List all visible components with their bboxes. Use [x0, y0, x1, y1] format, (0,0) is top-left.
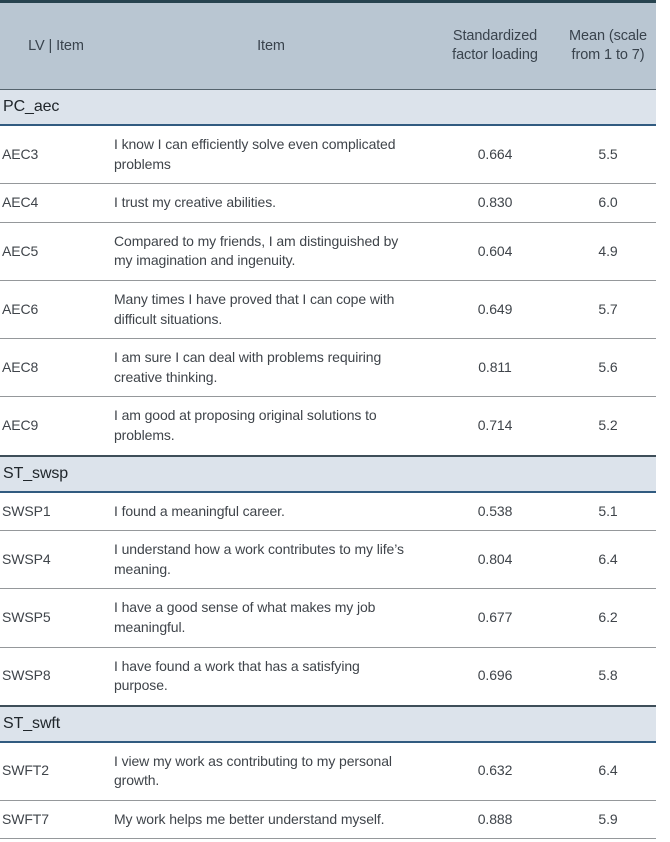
- lv-cell: AEC8: [0, 338, 112, 398]
- section-row-st-swft: ST_swft: [0, 704, 656, 743]
- column-header-loading: Standardized factor loading: [430, 1, 560, 90]
- item-text-cell: I have a good sense of what makes my job…: [112, 588, 430, 648]
- item-text-cell: My work helps me better understand mysel…: [112, 800, 430, 840]
- item-text-cell: I am sure I can deal with problems requi…: [112, 338, 430, 398]
- section-label: ST_swft: [0, 704, 656, 743]
- table-row: SWSP4 I understand how a work contribute…: [0, 530, 656, 590]
- lv-cell: SWFT2: [0, 741, 112, 801]
- table-row: SWSP1 I found a meaningful career. 0.538…: [0, 491, 656, 532]
- mean-cell: 6.4: [560, 741, 656, 801]
- section-row-st-swsp: ST_swsp: [0, 454, 656, 493]
- lv-cell: AEC5: [0, 222, 112, 281]
- item-text-cell: Compared to my friends, I am distinguish…: [112, 222, 430, 281]
- item-text-cell: I am good at proposing original solution…: [112, 396, 430, 457]
- table-row: AEC3 I know I can efficiently solve even…: [0, 125, 656, 185]
- lv-cell: AEC4: [0, 183, 112, 223]
- item-text-cell: Many times I have proved that I can cope…: [112, 280, 430, 340]
- mean-cell: 6.0: [560, 183, 656, 223]
- column-header-mean: Mean (scale from 1 to 7): [560, 1, 656, 90]
- loading-cell: 0.632: [430, 741, 560, 801]
- table-row: SWFT7 My work helps me better understand…: [0, 800, 656, 840]
- loading-cell: 0.604: [430, 222, 560, 281]
- loading-cell: 0.803: [430, 838, 560, 842]
- section-row-pc-aec: PC_aec: [0, 89, 656, 126]
- mean-cell: 5.5: [560, 125, 656, 185]
- loading-cell: 0.888: [430, 800, 560, 840]
- mean-cell: 5.7: [560, 280, 656, 340]
- lv-cell: SWFT7: [0, 800, 112, 840]
- table-row: AEC6 Many times I have proved that I can…: [0, 280, 656, 340]
- lv-cell: AEC9: [0, 396, 112, 457]
- loading-cell: 0.714: [430, 396, 560, 457]
- item-text-cell: My work helps me make sense of the world…: [112, 838, 430, 842]
- lv-cell: SWSP4: [0, 530, 112, 590]
- mean-cell: 5.8: [560, 838, 656, 842]
- header-row: LV | Item Item Standardized factor loadi…: [0, 1, 656, 90]
- table-row: AEC5 Compared to my friends, I am distin…: [0, 222, 656, 281]
- loading-cell: 0.538: [430, 491, 560, 532]
- item-text-cell: I understand how a work contributes to m…: [112, 530, 430, 590]
- mean-cell: 4.9: [560, 222, 656, 281]
- mean-cell: 5.6: [560, 338, 656, 398]
- item-text-cell: I trust my creative abilities.: [112, 183, 430, 223]
- table-row: AEC8 I am sure I can deal with problems …: [0, 338, 656, 398]
- measurement-model-table: LV | Item Item Standardized factor loadi…: [0, 0, 656, 842]
- table-row: SWFT2 I view my work as contributing to …: [0, 741, 656, 801]
- loading-cell: 0.830: [430, 183, 560, 223]
- table-row: SWSP5 I have a good sense of what makes …: [0, 588, 656, 648]
- mean-cell: 5.9: [560, 800, 656, 840]
- table-header: LV | Item Item Standardized factor loadi…: [0, 1, 656, 90]
- loading-cell: 0.677: [430, 588, 560, 648]
- mean-cell: 6.2: [560, 588, 656, 648]
- lv-cell: SWSP5: [0, 588, 112, 648]
- loading-cell: 0.804: [430, 530, 560, 590]
- section-label: ST_swsp: [0, 454, 656, 493]
- item-text-cell: I know I can efficiently solve even comp…: [112, 125, 430, 185]
- loading-cell: 0.649: [430, 280, 560, 340]
- section-label: PC_aec: [0, 89, 656, 126]
- lv-cell: SWSP1: [0, 491, 112, 532]
- column-header-item: Item: [112, 1, 430, 90]
- mean-cell: 5.8: [560, 647, 656, 707]
- lv-cell: AEC6: [0, 280, 112, 340]
- item-text-cell: I found a meaningful career.: [112, 491, 430, 532]
- lv-cell: SWFT9: [0, 838, 112, 842]
- item-text-cell: I have found a work that has a satisfyin…: [112, 647, 430, 707]
- table-row: AEC4 I trust my creative abilities. 0.83…: [0, 183, 656, 223]
- mean-cell: 5.1: [560, 491, 656, 532]
- item-text-cell: I view my work as contributing to my per…: [112, 741, 430, 801]
- mean-cell: 5.2: [560, 396, 656, 457]
- lv-cell: AEC3: [0, 125, 112, 185]
- loading-cell: 0.696: [430, 647, 560, 707]
- lv-cell: SWSP8: [0, 647, 112, 707]
- table-row: AEC9 I am good at proposing original sol…: [0, 396, 656, 457]
- column-header-lv-item: LV | Item: [0, 1, 112, 90]
- mean-cell: 6.4: [560, 530, 656, 590]
- table-row: SWSP8 I have found a work that has a sat…: [0, 647, 656, 707]
- loading-cell: 0.811: [430, 338, 560, 398]
- loading-cell: 0.664: [430, 125, 560, 185]
- table-row: SWFT9 My work helps me make sense of the…: [0, 838, 656, 842]
